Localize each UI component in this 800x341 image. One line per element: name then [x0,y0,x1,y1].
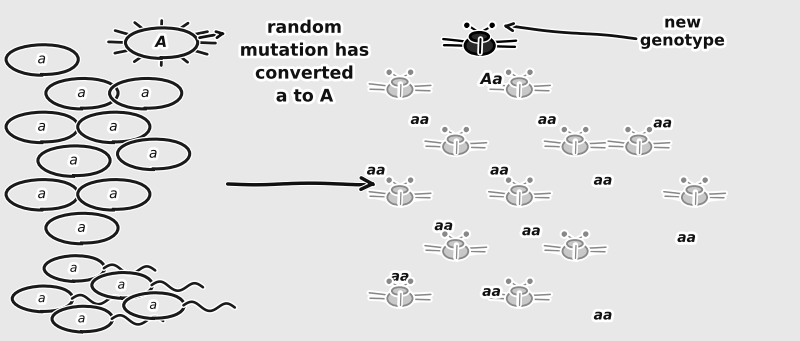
Text: a: a [38,187,46,201]
Circle shape [568,240,582,247]
Text: A: A [155,35,167,50]
Text: a: a [78,221,86,235]
Text: aa: aa [522,224,541,238]
Text: a: a [150,299,157,312]
Ellipse shape [682,190,706,205]
Circle shape [393,187,407,193]
Text: aa: aa [482,285,501,299]
Text: a: a [118,279,125,292]
Text: a: a [141,86,150,100]
Ellipse shape [444,139,468,154]
Ellipse shape [507,190,531,205]
Ellipse shape [388,291,412,306]
Text: a: a [38,292,46,305]
Text: aa: aa [594,309,612,323]
Circle shape [393,79,407,85]
Text: random
mutation has
converted
a to A: random mutation has converted a to A [240,19,370,105]
Text: a: a [78,312,86,325]
Ellipse shape [626,139,651,154]
Text: a: a [38,52,46,66]
Text: aa: aa [654,116,672,130]
Ellipse shape [507,291,531,306]
Text: aa: aa [410,113,430,127]
Circle shape [512,288,527,294]
Circle shape [512,79,527,85]
Circle shape [512,187,527,193]
Text: a: a [149,147,158,161]
Text: a: a [109,187,118,201]
Text: aa: aa [390,270,410,284]
Circle shape [393,288,407,294]
Text: a: a [70,153,78,167]
Text: a: a [38,120,46,134]
Text: aa: aa [538,113,557,127]
Ellipse shape [466,37,494,55]
Circle shape [687,187,702,193]
Text: a: a [109,120,118,134]
Ellipse shape [563,139,587,154]
Circle shape [631,136,646,142]
Ellipse shape [563,244,587,259]
Ellipse shape [388,190,412,205]
Circle shape [448,240,463,247]
Text: a: a [70,262,78,275]
Ellipse shape [444,244,468,259]
Text: Aa: Aa [481,72,502,87]
Text: aa: aa [678,231,696,245]
Circle shape [568,136,582,142]
Text: aa: aa [366,163,386,178]
Text: aa: aa [490,163,509,178]
Ellipse shape [507,82,531,97]
Text: aa: aa [434,219,453,233]
Text: new
genotype: new genotype [640,15,726,48]
Text: a: a [78,86,86,100]
Circle shape [448,136,463,142]
Text: aa: aa [594,174,612,188]
Ellipse shape [388,82,412,97]
Circle shape [471,33,489,40]
